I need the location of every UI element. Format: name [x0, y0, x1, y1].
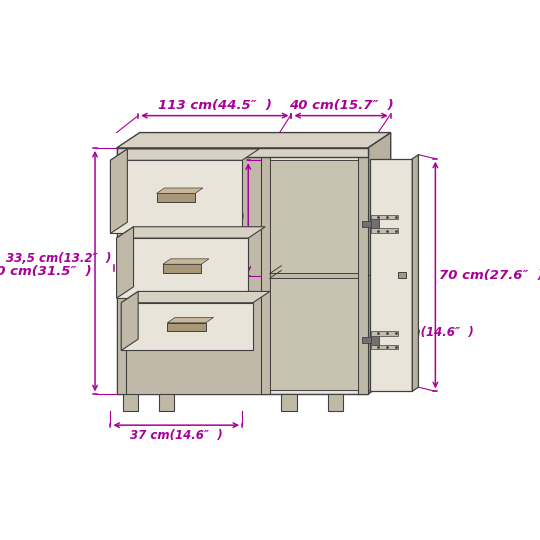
Bar: [261, 157, 270, 394]
Polygon shape: [117, 227, 133, 298]
Bar: [117, 148, 368, 157]
Bar: [372, 331, 399, 335]
Text: 17,5 cm(6.9″  ): 17,5 cm(6.9″ ): [156, 320, 253, 333]
Polygon shape: [368, 132, 391, 394]
Bar: [110, 160, 242, 233]
Bar: [399, 272, 406, 278]
Bar: [359, 157, 368, 394]
Polygon shape: [117, 132, 391, 148]
Bar: [372, 214, 399, 219]
Text: 37 cm(14.6″  ): 37 cm(14.6″ ): [130, 429, 222, 442]
Bar: [328, 394, 343, 411]
Bar: [270, 273, 359, 278]
Polygon shape: [157, 188, 203, 193]
Bar: [157, 193, 195, 202]
Text: 33,5 cm(13.2″  ): 33,5 cm(13.2″ ): [6, 252, 111, 265]
Bar: [167, 323, 206, 331]
Polygon shape: [412, 154, 418, 392]
Text: 70 cm(27.6″  ): 70 cm(27.6″ ): [439, 268, 540, 281]
Polygon shape: [110, 149, 259, 160]
Text: 14 cm(5.5″  ): 14 cm(5.5″ ): [145, 261, 230, 274]
Text: 113 cm(44.5″  ): 113 cm(44.5″ ): [158, 99, 272, 112]
Bar: [163, 264, 201, 273]
Polygon shape: [117, 227, 265, 238]
Bar: [362, 221, 372, 227]
Bar: [159, 394, 174, 411]
Bar: [362, 337, 372, 343]
Bar: [123, 394, 138, 411]
Bar: [370, 219, 379, 228]
Polygon shape: [121, 292, 138, 350]
Bar: [117, 238, 248, 298]
Text: 40 cm(15.7″  ): 40 cm(15.7″ ): [289, 99, 393, 112]
Bar: [270, 160, 359, 390]
Bar: [372, 228, 399, 233]
Bar: [126, 157, 261, 394]
Bar: [117, 157, 126, 394]
Polygon shape: [167, 318, 214, 323]
Text: 37 cm(14.6″  ): 37 cm(14.6″ ): [381, 326, 474, 339]
Polygon shape: [110, 149, 127, 233]
Polygon shape: [370, 159, 412, 392]
Bar: [281, 394, 297, 411]
Bar: [370, 335, 379, 345]
Bar: [121, 303, 253, 350]
Bar: [117, 148, 368, 394]
Polygon shape: [121, 292, 270, 303]
Polygon shape: [163, 259, 209, 264]
Text: 80 cm(31.5″  ): 80 cm(31.5″ ): [0, 265, 91, 278]
Bar: [372, 345, 399, 349]
Text: 37 cm(14.6″  ): 37 cm(14.6″ ): [152, 212, 245, 225]
